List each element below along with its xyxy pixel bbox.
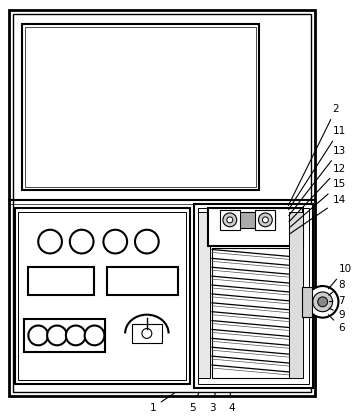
Bar bbox=[107, 267, 178, 295]
Text: 11: 11 bbox=[289, 126, 346, 209]
Bar bbox=[12, 15, 311, 392]
Text: 4: 4 bbox=[228, 393, 235, 413]
Text: 1: 1 bbox=[149, 393, 174, 413]
Bar bbox=[212, 247, 291, 378]
Text: 7: 7 bbox=[329, 296, 345, 306]
Circle shape bbox=[103, 230, 127, 253]
Text: 10: 10 bbox=[329, 264, 352, 289]
Circle shape bbox=[318, 297, 327, 307]
Bar bbox=[302, 287, 312, 317]
Circle shape bbox=[70, 230, 93, 253]
Text: 12: 12 bbox=[289, 163, 346, 222]
Circle shape bbox=[47, 326, 67, 345]
Circle shape bbox=[85, 326, 104, 345]
Bar bbox=[256, 210, 275, 230]
Circle shape bbox=[38, 230, 62, 253]
Text: 15: 15 bbox=[289, 179, 346, 228]
Bar bbox=[15, 208, 190, 384]
Text: 13: 13 bbox=[289, 146, 346, 216]
Circle shape bbox=[142, 329, 152, 339]
Circle shape bbox=[307, 286, 338, 318]
Bar bbox=[24, 319, 105, 352]
Bar bbox=[132, 324, 162, 343]
Text: 14: 14 bbox=[289, 195, 346, 234]
Text: 3: 3 bbox=[209, 393, 215, 413]
Bar bbox=[194, 204, 313, 388]
Bar bbox=[220, 210, 240, 230]
Bar bbox=[208, 208, 303, 245]
Circle shape bbox=[223, 213, 237, 227]
Bar bbox=[303, 294, 317, 310]
Bar bbox=[198, 212, 210, 378]
Text: 6: 6 bbox=[329, 315, 345, 334]
Bar bbox=[28, 267, 93, 295]
Circle shape bbox=[258, 213, 272, 227]
Circle shape bbox=[66, 326, 86, 345]
Text: 2: 2 bbox=[288, 104, 339, 206]
Text: 5: 5 bbox=[189, 392, 199, 413]
Bar bbox=[226, 212, 275, 228]
Circle shape bbox=[313, 292, 332, 312]
Bar bbox=[8, 10, 315, 396]
Circle shape bbox=[135, 230, 159, 253]
Circle shape bbox=[28, 326, 48, 345]
Bar bbox=[289, 212, 303, 378]
Circle shape bbox=[227, 217, 233, 223]
Bar bbox=[18, 212, 186, 380]
Text: 8: 8 bbox=[329, 280, 345, 295]
Text: 9: 9 bbox=[329, 308, 345, 320]
Bar bbox=[22, 24, 259, 190]
Bar bbox=[198, 208, 309, 384]
Bar bbox=[25, 27, 257, 187]
Circle shape bbox=[262, 217, 268, 223]
